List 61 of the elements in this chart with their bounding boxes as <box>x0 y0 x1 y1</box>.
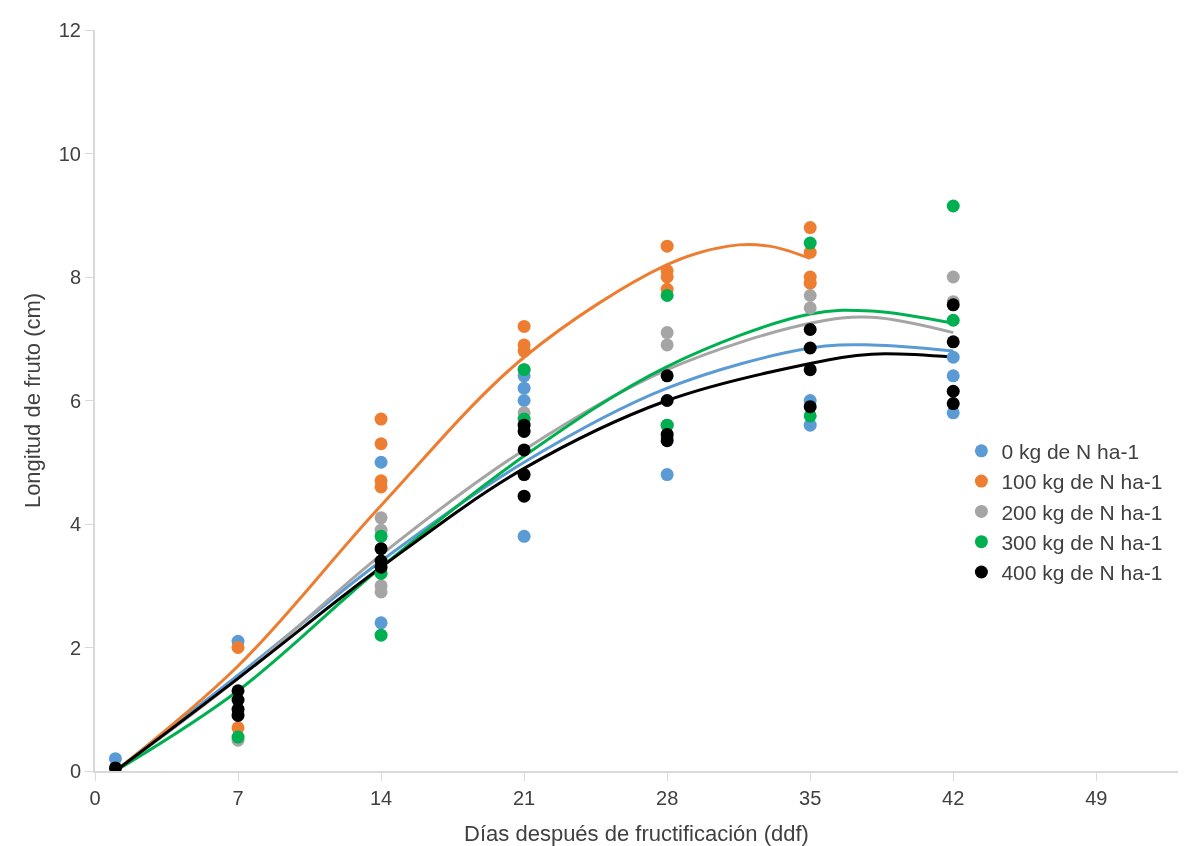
point <box>517 468 531 482</box>
point <box>803 236 817 250</box>
point <box>946 384 960 398</box>
point <box>517 381 531 395</box>
point <box>803 341 817 355</box>
point <box>660 326 674 340</box>
point <box>374 616 388 630</box>
point <box>517 529 531 543</box>
point <box>803 400 817 414</box>
y-axis-title: Longitud de fruto (cm) <box>20 292 45 509</box>
y-tick-label: 10 <box>58 142 81 165</box>
x-tick-label: 0 <box>89 787 101 809</box>
point <box>803 289 817 303</box>
x-tick-label: 14 <box>369 787 393 809</box>
point <box>803 322 817 336</box>
y-tick-label: 0 <box>69 760 81 782</box>
y-tick-label: 8 <box>69 266 81 288</box>
point <box>517 443 531 457</box>
point <box>946 199 960 213</box>
point <box>374 455 388 469</box>
point <box>803 301 817 315</box>
x-tick-label: 28 <box>656 787 679 809</box>
point <box>946 270 960 284</box>
point <box>374 412 388 426</box>
x-tick-label: 35 <box>799 787 822 809</box>
y-tick-label: 2 <box>69 636 81 659</box>
y-tick-label: 6 <box>69 389 81 412</box>
point <box>660 369 674 383</box>
legend-label: 200 kg de N ha-1 <box>1001 500 1163 524</box>
point <box>946 397 960 411</box>
legend-label: 300 kg de N ha-1 <box>1001 530 1163 554</box>
point <box>517 319 531 333</box>
y-tick-label: 12 <box>58 19 81 41</box>
x-tick-label: 7 <box>232 787 244 809</box>
point <box>803 221 817 235</box>
point <box>660 338 674 352</box>
point <box>374 529 388 543</box>
point <box>660 394 674 407</box>
legend-label: 100 kg de N ha-1 <box>1001 470 1163 494</box>
point <box>231 641 245 654</box>
point <box>374 628 388 642</box>
legend-label: 400 kg de N ha-1 <box>1001 561 1163 585</box>
point <box>374 437 388 451</box>
x-axis-title: Días después de fructificación (ddf) <box>464 821 809 846</box>
legend-label: 0 kg de N ha-1 <box>1001 439 1140 463</box>
x-tick-label: 49 <box>1085 787 1108 809</box>
point <box>517 489 531 503</box>
x-tick-label: 42 <box>942 787 965 809</box>
point <box>946 335 960 349</box>
point <box>946 350 960 364</box>
point <box>946 369 960 383</box>
x-tick-label: 21 <box>512 787 536 809</box>
point <box>660 239 674 253</box>
y-tick-label: 4 <box>69 513 81 535</box>
point <box>374 511 388 525</box>
point <box>660 468 674 482</box>
point <box>946 313 960 327</box>
point <box>374 542 388 556</box>
point <box>517 394 531 407</box>
point <box>660 289 674 303</box>
point <box>803 363 817 377</box>
